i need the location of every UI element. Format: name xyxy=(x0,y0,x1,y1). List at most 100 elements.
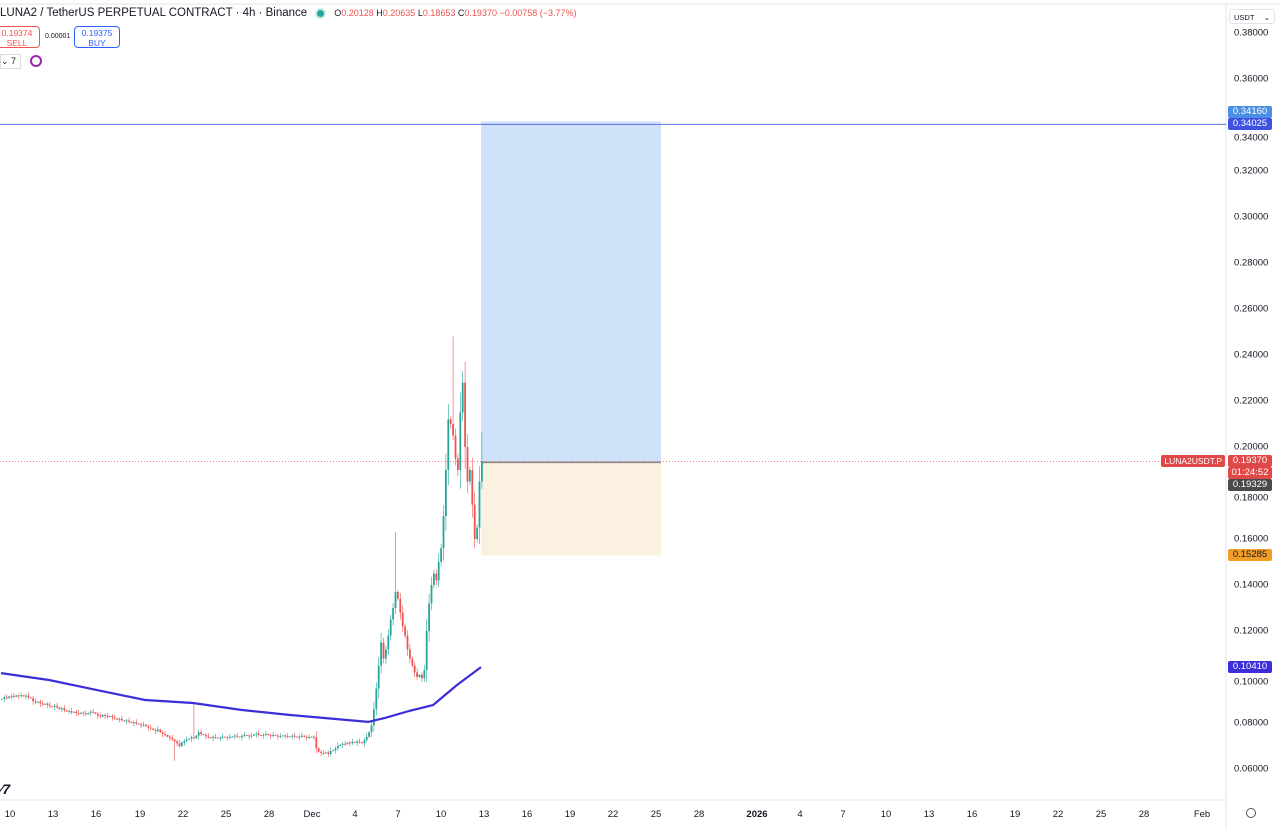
candle-body xyxy=(425,631,428,671)
candle-body xyxy=(200,732,202,735)
candle-body xyxy=(87,712,90,715)
candle-body xyxy=(356,741,358,743)
candle-body xyxy=(113,717,116,719)
candle-body xyxy=(269,735,272,737)
candle-body xyxy=(173,739,176,742)
candle-body xyxy=(409,649,411,659)
y-tick-label: 0.30000 xyxy=(1234,211,1269,223)
candle-body xyxy=(164,734,166,736)
x-tick-label: 22 xyxy=(607,809,619,820)
candle-body xyxy=(296,736,298,738)
target-zone xyxy=(481,121,661,463)
tradingview-logo[interactable]: ⁄7 xyxy=(0,781,11,797)
candle-body xyxy=(387,635,390,650)
candle-body xyxy=(25,695,27,697)
candle-body xyxy=(226,737,229,739)
candle-body xyxy=(473,504,476,539)
candle-body xyxy=(317,748,320,752)
candle-body xyxy=(217,737,219,739)
candle-body xyxy=(44,703,46,705)
candle-body xyxy=(197,732,200,736)
x-tick-label: 16 xyxy=(90,809,102,820)
candle-body xyxy=(10,695,13,697)
y-tick-label: 0.34000 xyxy=(1234,132,1269,144)
y-tick-label: 0.20000 xyxy=(1234,441,1269,453)
currency-select[interactable]: USDT ⌄ xyxy=(1229,9,1275,24)
y-tick-label: 0.10000 xyxy=(1234,676,1269,688)
x-tick-label: 19 xyxy=(134,809,146,820)
x-tick-label: 28 xyxy=(693,809,705,820)
candle-body xyxy=(221,736,224,738)
y-tick-label: 0.08000 xyxy=(1234,717,1269,729)
candle-body xyxy=(255,733,258,735)
candle-body xyxy=(99,715,102,717)
ohlc-values: O0.20128 H0.20635 L0.18653 C0.19370 −0.0… xyxy=(334,8,577,18)
candle-body xyxy=(207,736,210,738)
candle-body xyxy=(157,729,159,732)
candle-body xyxy=(29,697,32,699)
candle-body xyxy=(128,720,130,722)
spread: 0.00001 xyxy=(45,33,71,40)
candle-body xyxy=(80,712,82,714)
candle-body xyxy=(313,736,315,738)
candle-body xyxy=(176,741,178,744)
candle-body xyxy=(229,737,231,739)
candle-body xyxy=(353,741,356,743)
last-price-tag: 0.19370 xyxy=(1228,455,1272,467)
candle-body xyxy=(77,713,80,715)
x-tick-label: 28 xyxy=(263,809,275,820)
candle-body xyxy=(315,737,318,749)
indicators-toggle[interactable]: ⌄ 7 xyxy=(0,54,22,69)
candle-body xyxy=(308,737,310,739)
y-tick-label: 0.12000 xyxy=(1234,625,1269,637)
symbol-title[interactable]: LUNA2 / TetherUS PERPETUAL CONTRACT · 4h… xyxy=(0,7,308,19)
buy-button[interactable]: 0.19375 BUY xyxy=(74,26,120,48)
candle-body xyxy=(341,743,344,745)
sell-button[interactable]: 0.19374 SELL xyxy=(0,26,40,48)
candle-body xyxy=(332,750,334,752)
candle-body xyxy=(385,649,387,659)
candle-body xyxy=(104,714,106,717)
candle-body xyxy=(133,722,135,724)
entry-price-tag: 0.19329 xyxy=(1228,479,1272,491)
candle-body xyxy=(149,727,152,729)
candle-body xyxy=(8,696,10,699)
candle-body xyxy=(437,562,440,581)
x-tick-label: 22 xyxy=(177,809,189,820)
candle-body xyxy=(166,734,169,737)
candle-body xyxy=(442,516,445,549)
candle-body xyxy=(233,735,236,737)
candle-body xyxy=(219,737,222,739)
candle-body xyxy=(397,591,399,599)
candle-body xyxy=(61,708,63,710)
candle-body xyxy=(260,734,262,736)
candle-body xyxy=(116,718,118,720)
candle-body xyxy=(452,424,454,436)
candle-body xyxy=(382,642,385,659)
candle-body xyxy=(53,705,56,707)
candle-body xyxy=(461,382,464,413)
candle-body xyxy=(209,737,212,739)
candle-body xyxy=(365,736,368,741)
settings-icon[interactable] xyxy=(1246,808,1256,818)
candle-body xyxy=(389,619,392,636)
candle-body xyxy=(325,752,327,754)
candle-body xyxy=(320,751,322,753)
candle-body xyxy=(37,701,39,703)
candle-body xyxy=(118,718,121,720)
candle-body xyxy=(97,713,99,716)
candle-body xyxy=(428,603,430,631)
candle-body xyxy=(380,642,382,666)
candle-body xyxy=(34,701,37,703)
bar-countdown: 01:24:52 xyxy=(1228,467,1272,479)
x-tick-label: 28 xyxy=(1138,809,1150,820)
candle-body xyxy=(190,737,193,739)
x-tick-label: 10 xyxy=(435,809,447,820)
candle-body xyxy=(404,626,406,636)
sync-icon[interactable] xyxy=(30,55,42,67)
candle-body xyxy=(202,734,205,736)
candle-body xyxy=(466,447,469,482)
candle-body xyxy=(13,695,15,697)
candle-body xyxy=(481,461,483,482)
